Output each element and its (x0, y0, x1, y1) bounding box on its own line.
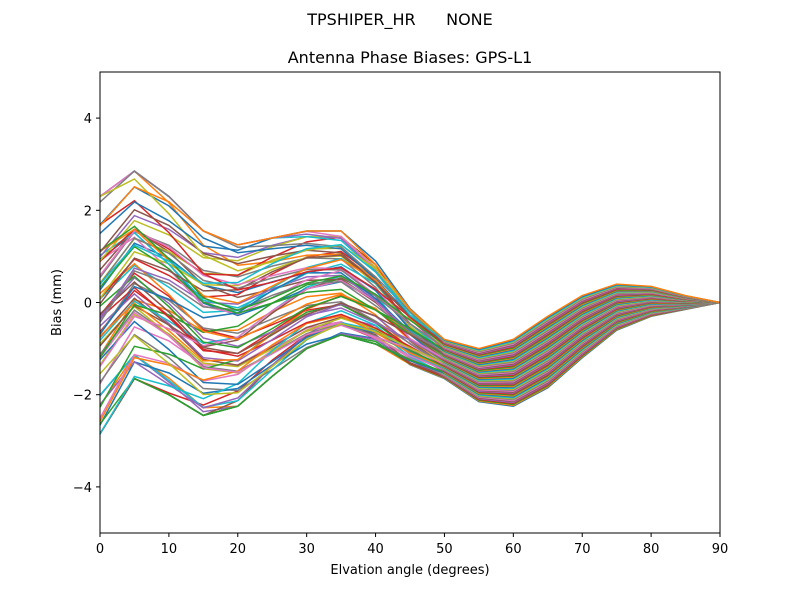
x-tick-label: 10 (161, 542, 178, 557)
x-tick-label: 60 (505, 542, 522, 557)
y-tick-label: 4 (84, 112, 92, 127)
series-lines (99, 170, 721, 435)
x-tick-label: 90 (712, 542, 729, 557)
x-tick-label: 40 (367, 542, 384, 557)
y-axis-ticks: −4 −2 0 2 4 (73, 112, 100, 496)
x-axis-ticks: 0 10 20 30 40 50 60 70 80 90 (96, 533, 728, 557)
x-tick-label: 30 (298, 542, 315, 557)
x-tick-label: 70 (574, 542, 591, 557)
series-line (99, 185, 721, 350)
x-axis-label: Elvation angle (degrees) (330, 563, 489, 578)
x-tick-label: 50 (436, 542, 453, 557)
x-tick-label: 0 (96, 542, 104, 557)
y-tick-label: 0 (84, 297, 92, 312)
chart-title: Antenna Phase Biases: GPS-L1 (287, 48, 533, 67)
y-tick-label: −2 (73, 389, 92, 404)
x-tick-label: 20 (230, 542, 247, 557)
figure-suptitle: TPSHIPER_HR NONE (307, 10, 493, 29)
x-tick-label: 80 (643, 542, 660, 557)
y-tick-label: −4 (73, 481, 92, 496)
y-axis-label: Bias (mm) (50, 269, 65, 336)
y-tick-label: 2 (84, 204, 92, 219)
